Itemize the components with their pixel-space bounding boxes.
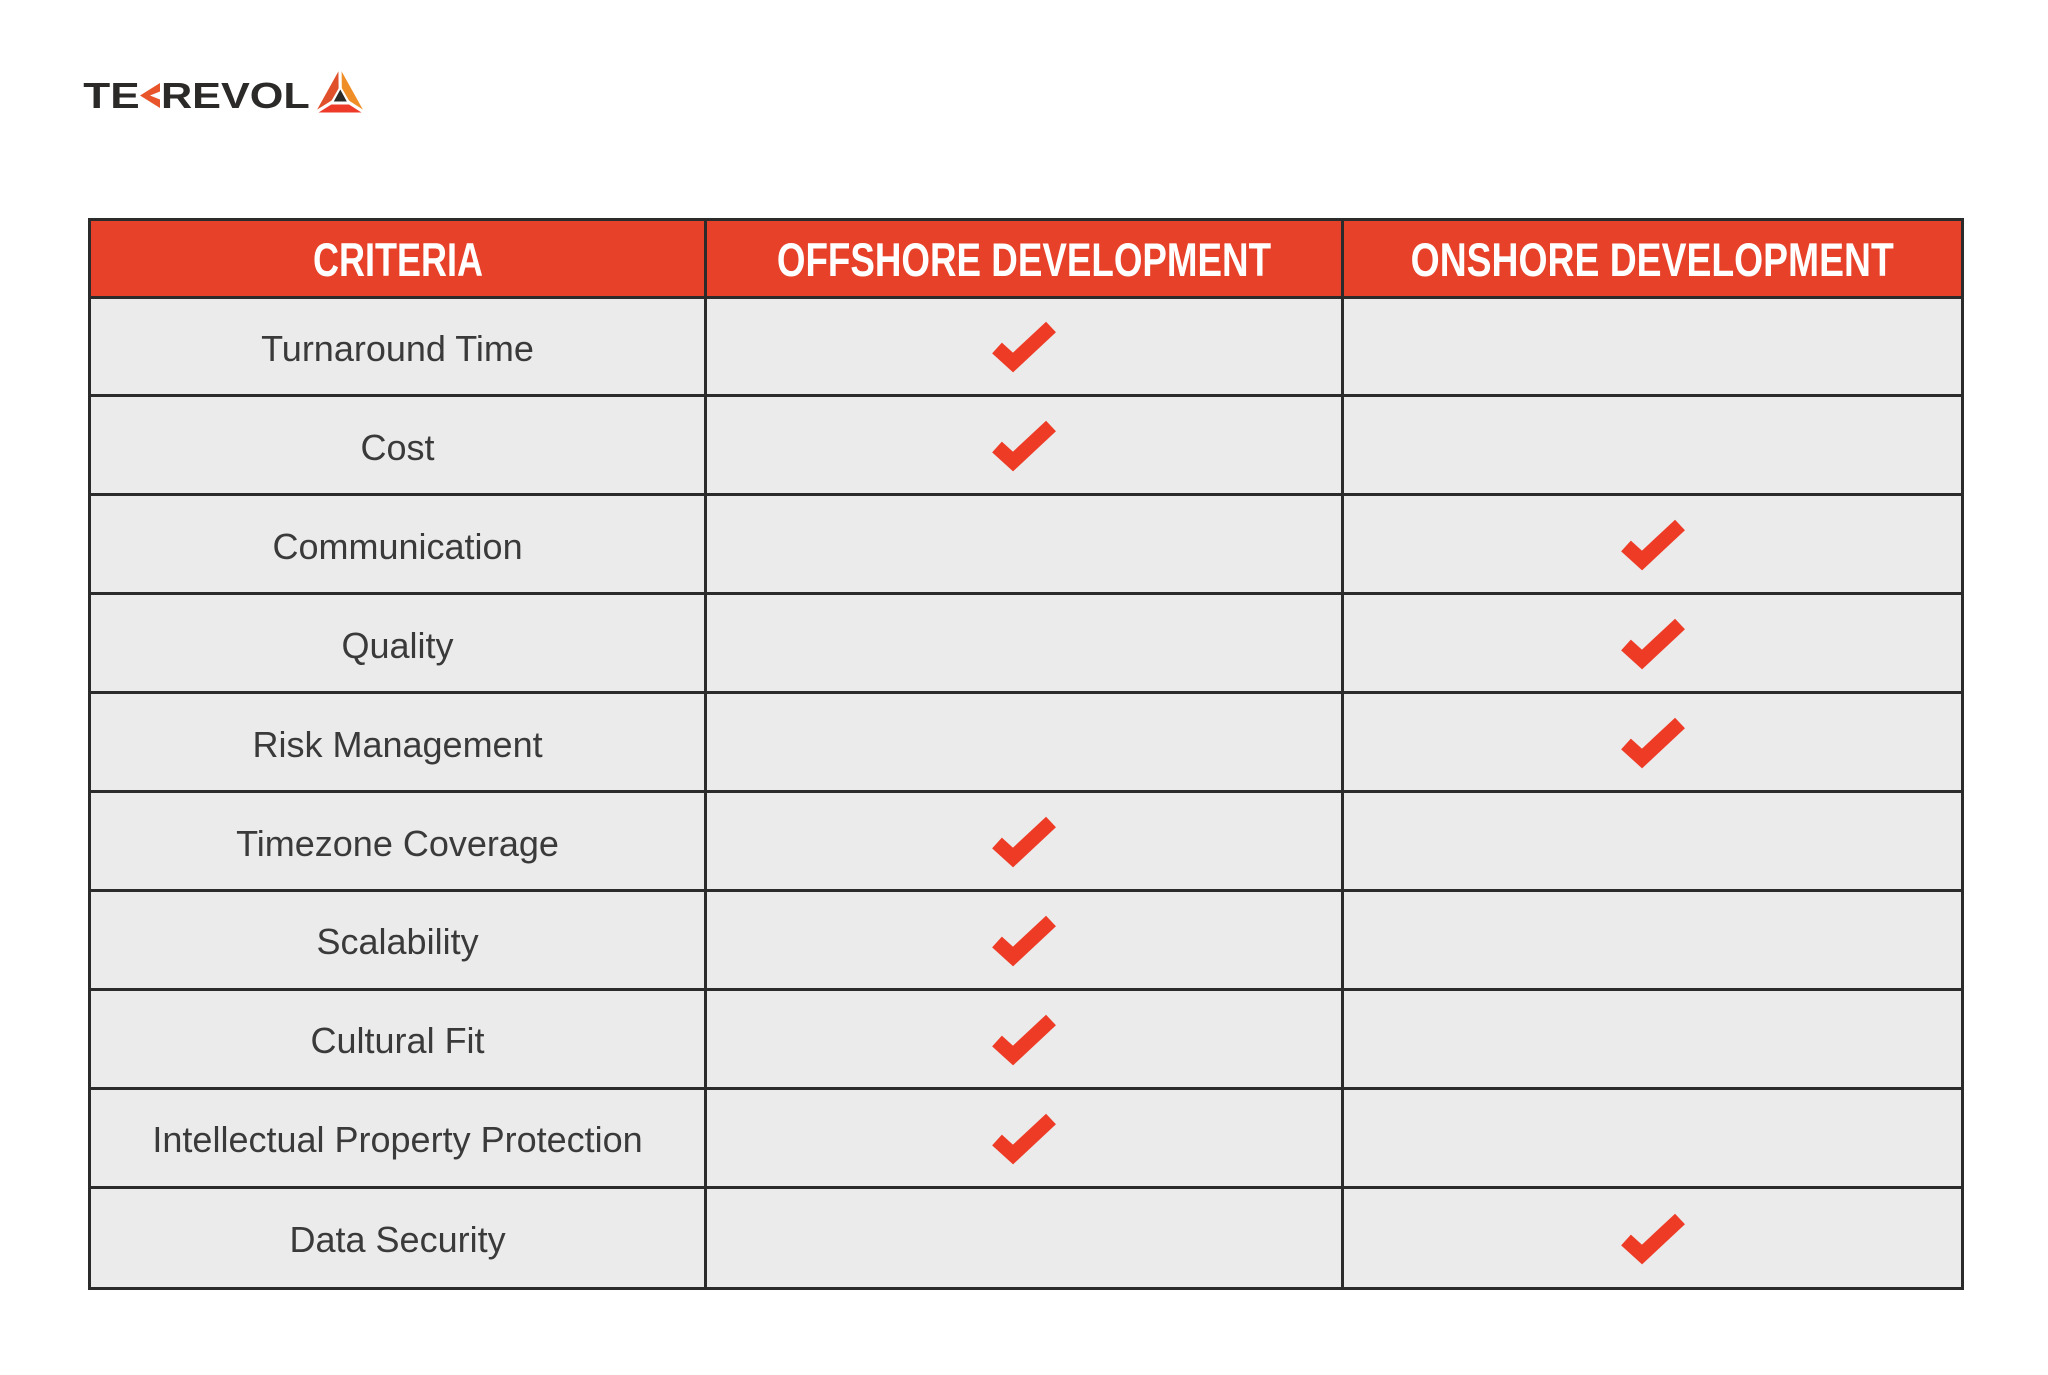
- svg-text:REVOL: REVOL: [161, 76, 310, 116]
- svg-text:TE: TE: [83, 76, 139, 116]
